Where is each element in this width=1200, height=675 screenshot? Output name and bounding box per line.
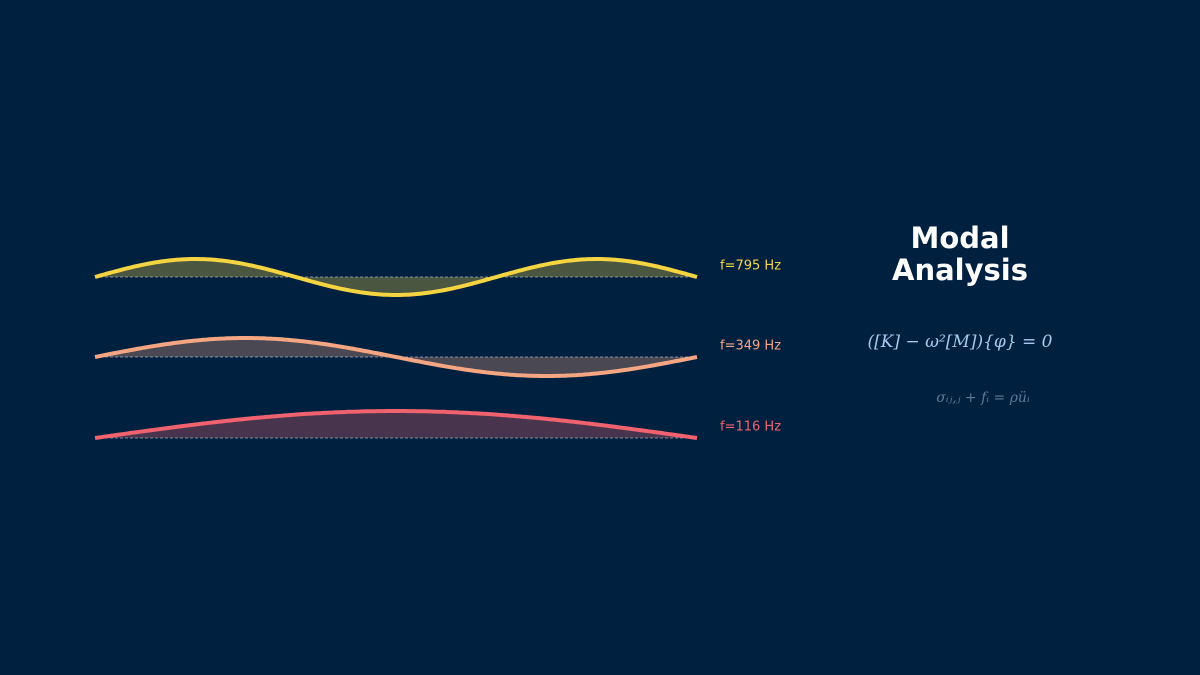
equation: σᵢⱼ,ⱼ + fᵢ = ρüᵢ	[936, 390, 1030, 406]
mode-curve	[94, 336, 698, 378]
title: Modal Analysis	[892, 221, 1028, 287]
equation: ([K] − ω²[M]){φ} = 0	[867, 332, 1053, 352]
mode-curve	[94, 257, 698, 297]
mode-group: f=795 Hz f=349 Hz f=116 Hz	[94, 257, 781, 440]
mode-label: f=795 Hz	[720, 259, 781, 274]
mode-fill	[95, 411, 697, 438]
mode-label: f=116 Hz	[720, 420, 781, 435]
mode-curve	[94, 409, 698, 440]
mode-label: f=349 Hz	[720, 339, 781, 354]
